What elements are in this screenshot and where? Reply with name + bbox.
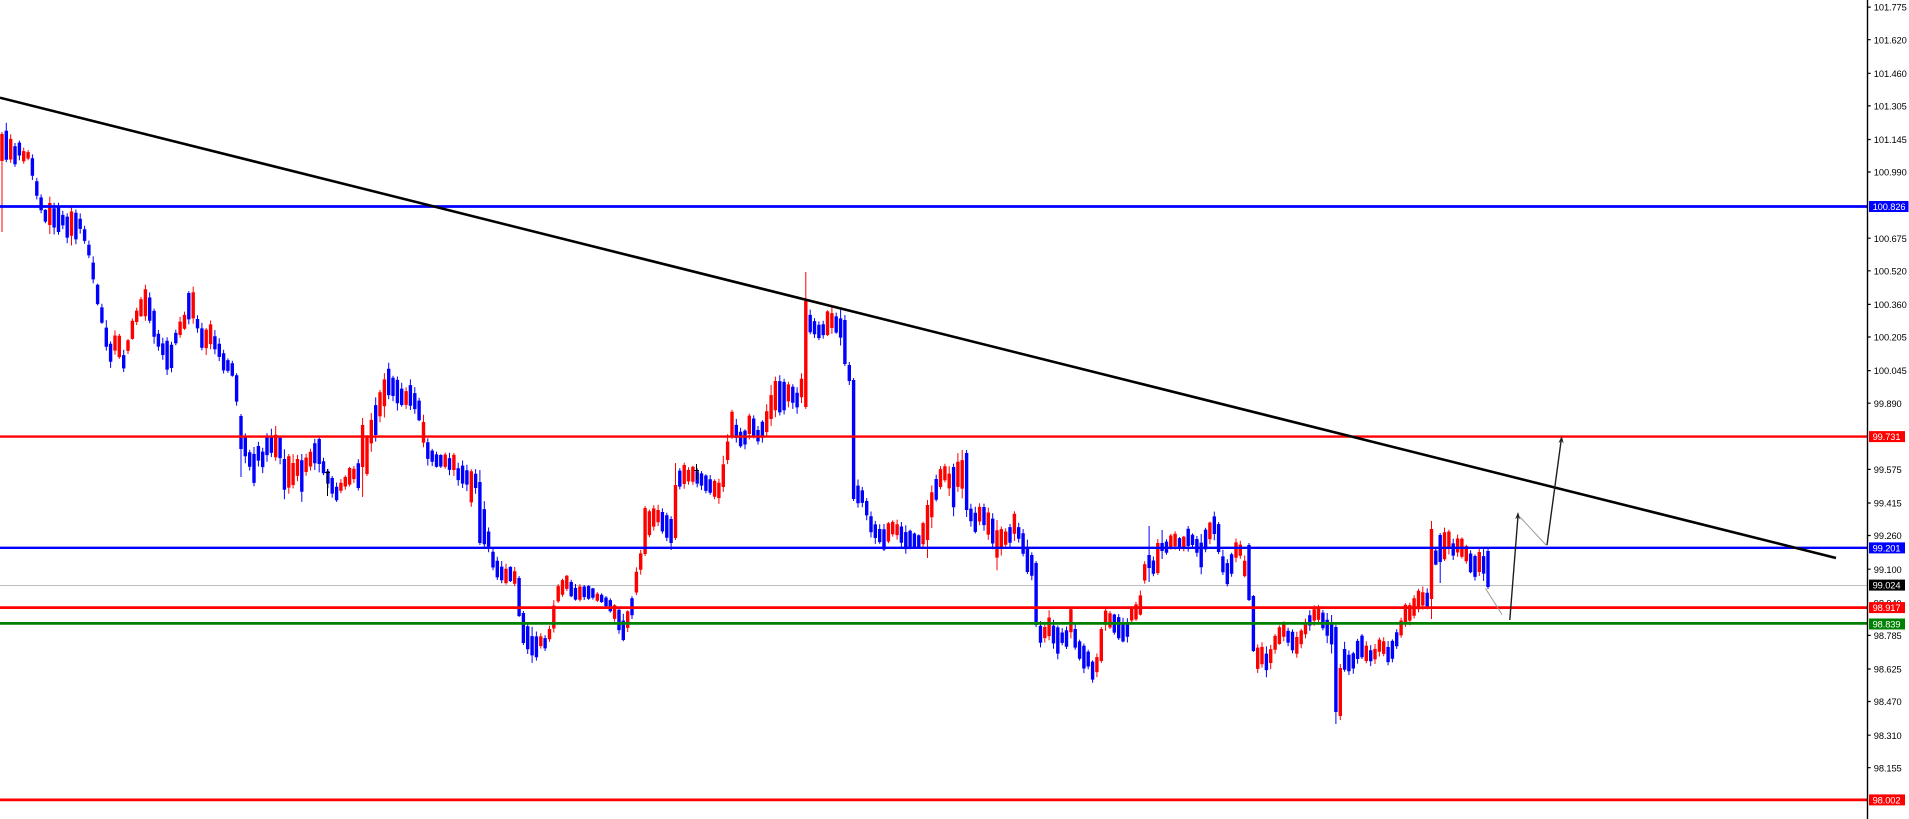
svg-text:101.305: 101.305 bbox=[1874, 102, 1907, 112]
svg-text:99.890: 99.890 bbox=[1874, 399, 1902, 409]
svg-text:101.145: 101.145 bbox=[1874, 135, 1907, 145]
svg-text:98.310: 98.310 bbox=[1874, 731, 1902, 741]
svg-text:98.917: 98.917 bbox=[1873, 603, 1901, 613]
svg-text:99.100: 99.100 bbox=[1874, 565, 1902, 575]
svg-text:99.201: 99.201 bbox=[1873, 544, 1901, 554]
svg-text:101.775: 101.775 bbox=[1874, 3, 1907, 13]
svg-text:99.575: 99.575 bbox=[1874, 465, 1902, 475]
svg-text:100.520: 100.520 bbox=[1874, 266, 1907, 276]
svg-text:100.826: 100.826 bbox=[1873, 202, 1906, 212]
svg-text:98.839: 98.839 bbox=[1873, 620, 1901, 630]
svg-text:101.620: 101.620 bbox=[1874, 35, 1907, 45]
svg-text:101.460: 101.460 bbox=[1874, 69, 1907, 79]
svg-text:100.205: 100.205 bbox=[1874, 333, 1907, 343]
svg-text:100.045: 100.045 bbox=[1874, 366, 1907, 376]
svg-text:98.470: 98.470 bbox=[1874, 697, 1902, 707]
svg-text:100.675: 100.675 bbox=[1874, 234, 1907, 244]
svg-text:99.260: 99.260 bbox=[1874, 531, 1902, 541]
svg-text:98.002: 98.002 bbox=[1873, 796, 1901, 806]
svg-text:99.024: 99.024 bbox=[1873, 581, 1901, 591]
svg-text:98.785: 98.785 bbox=[1874, 631, 1902, 641]
svg-text:99.415: 99.415 bbox=[1874, 499, 1902, 509]
svg-text:98.155: 98.155 bbox=[1874, 763, 1902, 773]
svg-text:100.990: 100.990 bbox=[1874, 168, 1907, 178]
svg-text:99.731: 99.731 bbox=[1873, 432, 1901, 442]
svg-text:100.360: 100.360 bbox=[1874, 300, 1907, 310]
svg-text:98.625: 98.625 bbox=[1874, 665, 1902, 675]
